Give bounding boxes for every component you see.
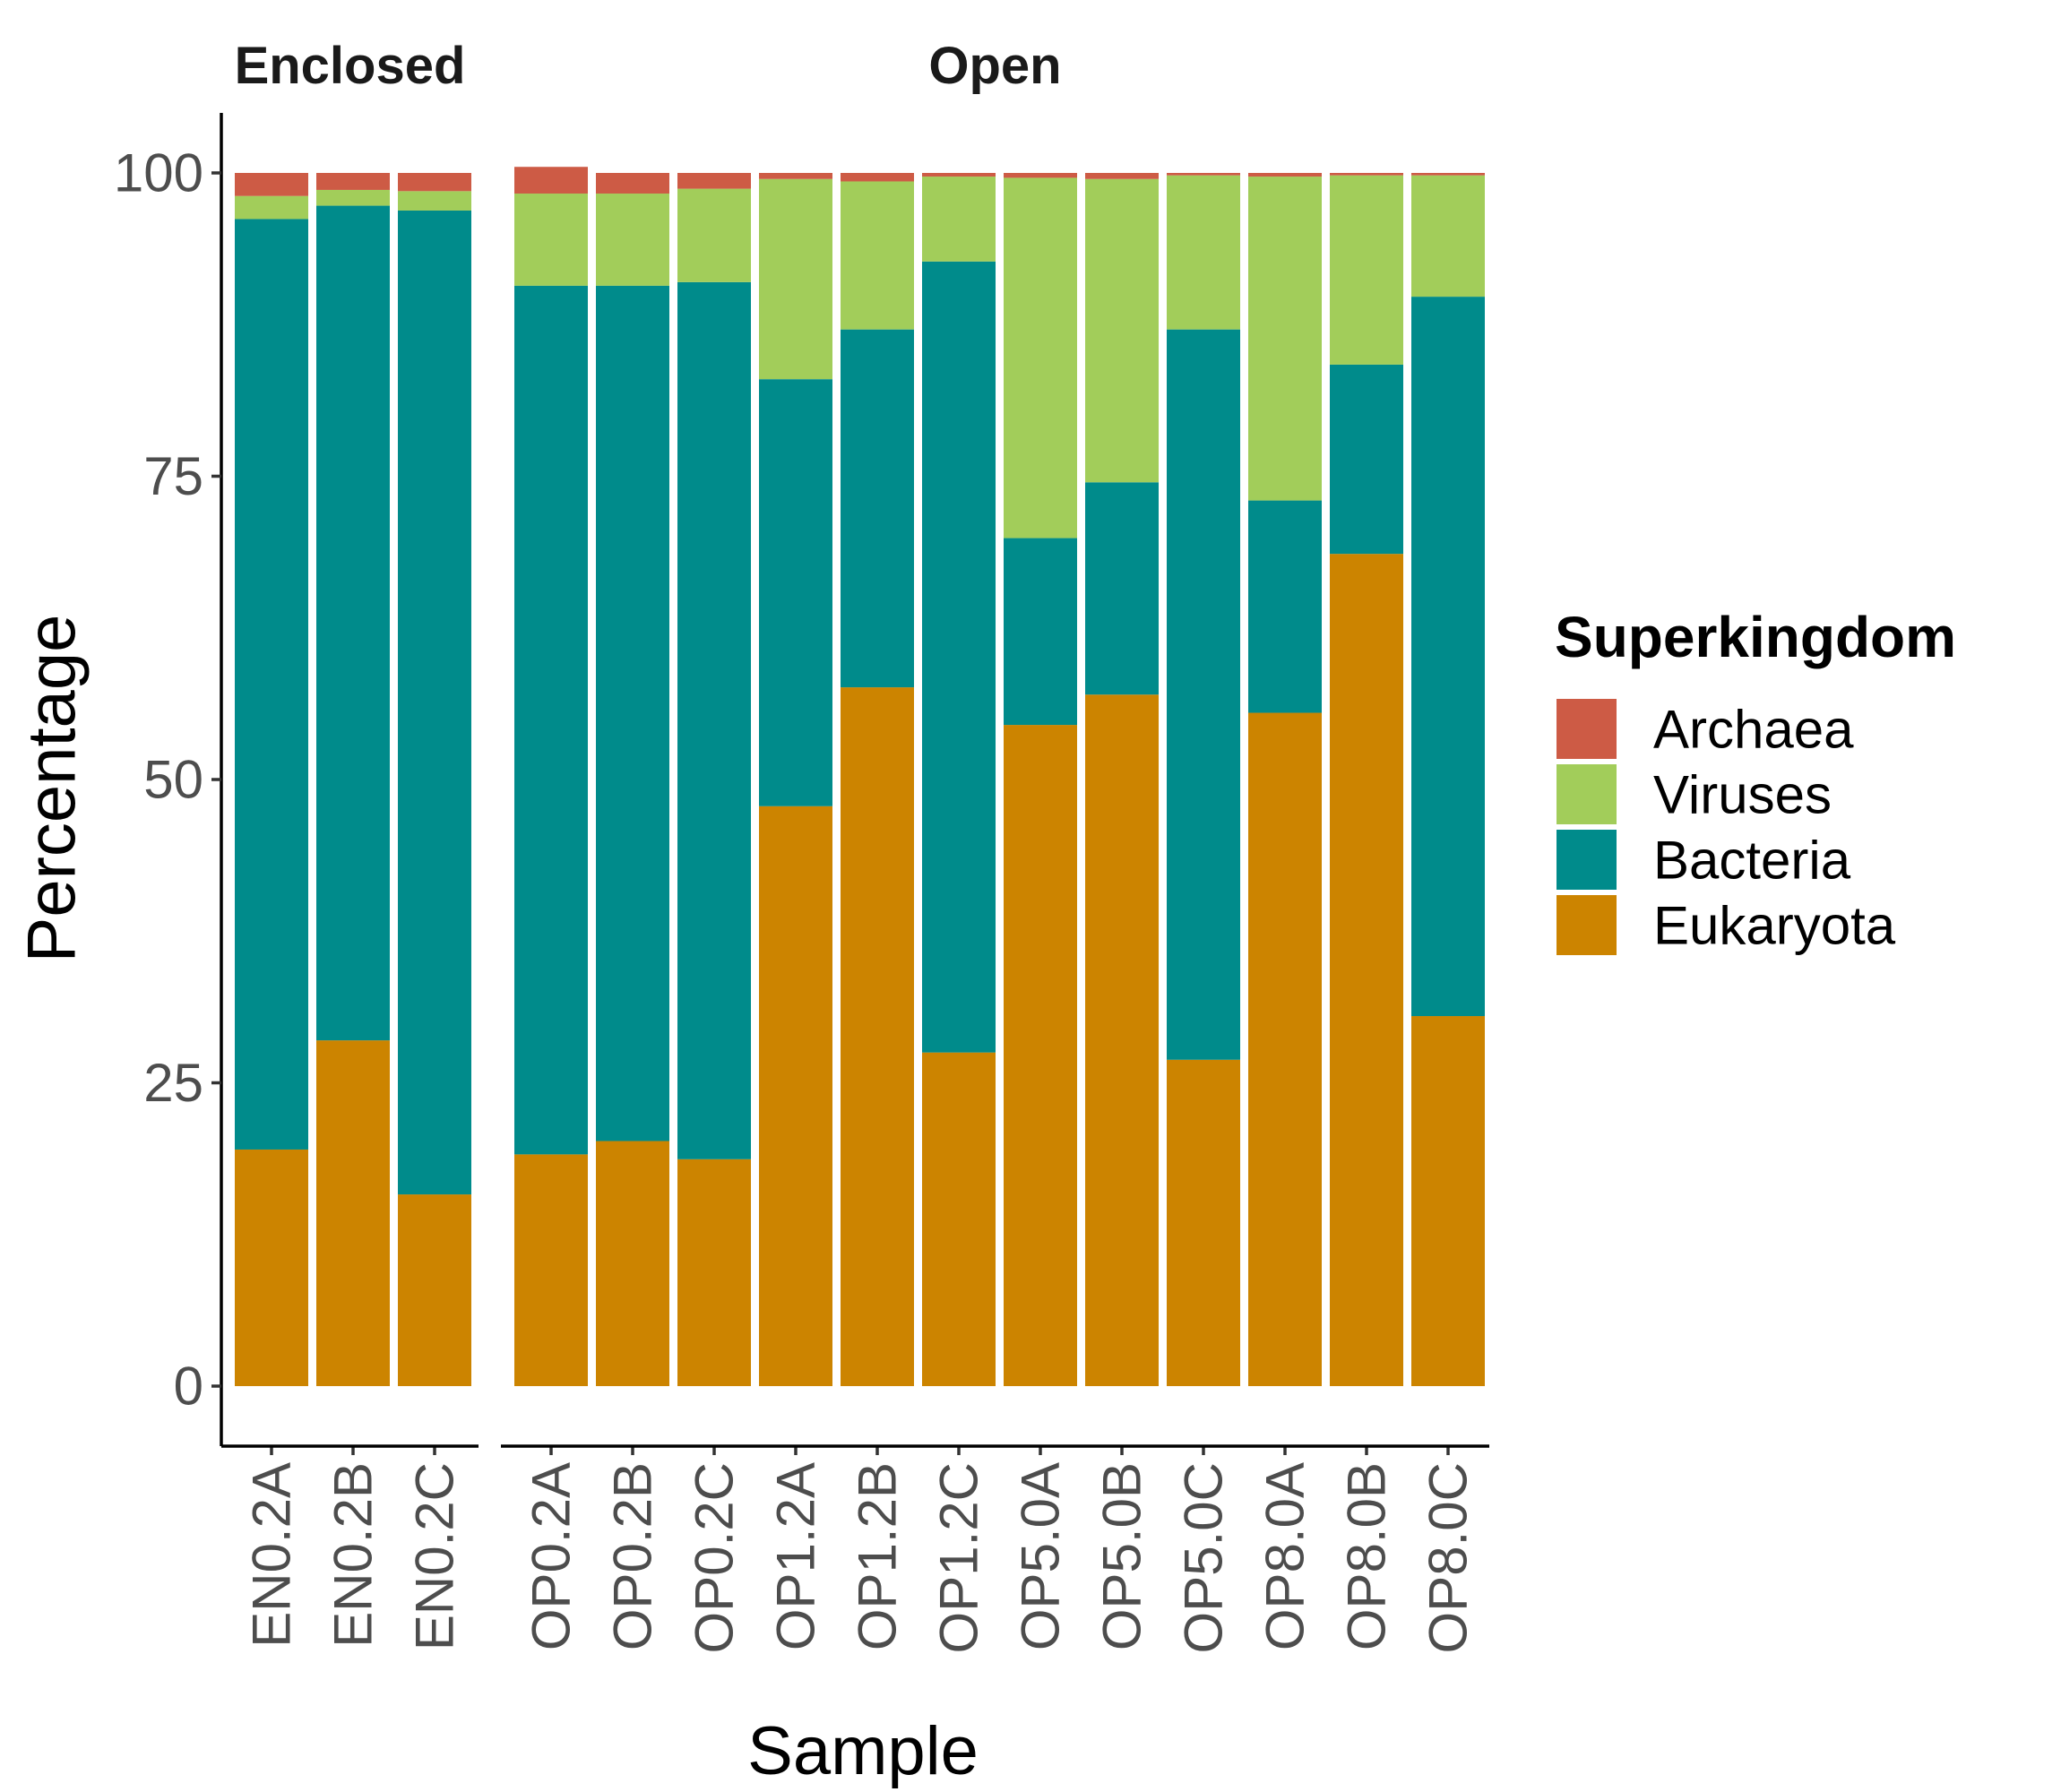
bar-segment-op8-0c-viruses <box>1411 175 1485 297</box>
bar-segment-op5-0a-bacteria <box>1004 538 1077 726</box>
y-tick-label: 0 <box>174 1357 203 1417</box>
bar-segment-op1-2a-archaea <box>759 173 832 179</box>
bar-segment-op0-2b-eukaryota <box>596 1141 669 1386</box>
bar-segment-op0-2a-archaea <box>514 167 588 194</box>
bar-segment-op8-0b-bacteria <box>1330 364 1403 555</box>
bar-segment-op1-2b-eukaryota <box>841 687 914 1386</box>
bar-segment-op5-0c-archaea <box>1167 173 1240 176</box>
bar-segment-op5-0a-archaea <box>1004 173 1077 178</box>
bar-segment-op8-0c-archaea <box>1411 173 1485 176</box>
bar-segment-op1-2c-bacteria <box>922 261 996 1053</box>
y-tick-label: 100 <box>114 143 203 203</box>
bar-segment-op0-2c-viruses <box>677 188 751 282</box>
bar-segment-op1-2a-bacteria <box>759 379 832 806</box>
bar-segment-op0-2a-bacteria <box>514 285 588 1155</box>
x-tick-label-op1-2c: OP1.2C <box>929 1462 989 1653</box>
legend-swatch-viruses <box>1557 764 1617 824</box>
legend-label-bacteria: Bacteria <box>1653 831 1851 891</box>
bar-segment-op0-2c-bacteria <box>677 281 751 1159</box>
bar-segment-op0-2c-archaea <box>677 173 751 189</box>
bar-segment-op5-0c-eukaryota <box>1167 1059 1240 1386</box>
bar-segment-op5-0c-viruses <box>1167 175 1240 330</box>
x-tick-label-op8-0c: OP8.0C <box>1419 1462 1479 1653</box>
bar-segment-op0-2a-viruses <box>514 194 588 286</box>
bar-segment-op1-2c-eukaryota <box>922 1052 996 1386</box>
x-tick-label-op0-2b: OP0.2B <box>603 1462 663 1650</box>
bar-segment-en0-2a-viruses <box>235 195 308 220</box>
panel-title-enclosed: Enclosed <box>235 37 466 95</box>
bar-segment-op1-2a-eukaryota <box>759 806 832 1386</box>
bar-segment-op0-2b-viruses <box>596 194 669 286</box>
y-axis-title: Percentage <box>14 615 91 963</box>
bar-segment-op5-0b-eukaryota <box>1085 694 1159 1386</box>
bar-segment-op5-0b-archaea <box>1085 173 1159 179</box>
legend-label-archaea: Archaea <box>1653 700 1854 760</box>
bar-segment-op8-0b-archaea <box>1330 173 1403 176</box>
legend: Superkingdom ArchaeaVirusesBacteriaEukary… <box>1555 605 1956 956</box>
bar-segment-op0-2b-bacteria <box>596 285 669 1142</box>
bar-segment-en0-2c-archaea <box>398 173 471 192</box>
x-tick-label-en0-2b: EN0.2B <box>323 1462 384 1648</box>
y-tick-label: 75 <box>143 446 203 506</box>
x-tick-label-op0-2c: OP0.2C <box>685 1462 745 1653</box>
bar-segment-op8-0a-archaea <box>1248 173 1322 177</box>
bar-segment-op8-0b-eukaryota <box>1330 554 1403 1386</box>
bar-segment-en0-2a-archaea <box>235 173 308 196</box>
legend-title: Superkingdom <box>1555 605 1956 669</box>
x-tick-label-op1-2a: OP1.2A <box>766 1462 826 1650</box>
bar-segment-op0-2c-eukaryota <box>677 1159 751 1386</box>
bar-segment-op8-0b-viruses <box>1330 175 1403 365</box>
bar-segment-op5-0b-bacteria <box>1085 482 1159 695</box>
bar-segment-en0-2c-bacteria <box>398 210 471 1195</box>
bar-segment-op0-2b-archaea <box>596 173 669 194</box>
y-tick-label: 50 <box>143 750 203 810</box>
bar-segment-op8-0c-eukaryota <box>1411 1016 1485 1386</box>
bar-segment-en0-2a-eukaryota <box>235 1149 308 1386</box>
bar-segment-op5-0a-viruses <box>1004 177 1077 538</box>
x-tick-label-op1-2b: OP1.2B <box>848 1462 908 1650</box>
bar-segment-op1-2b-viruses <box>841 181 914 330</box>
bar-segment-op8-0a-viruses <box>1248 177 1322 501</box>
bar-segment-en0-2a-bacteria <box>235 219 308 1150</box>
bar-segment-op1-2c-viruses <box>922 177 996 262</box>
x-tick-label-op5-0b: OP5.0B <box>1092 1462 1152 1650</box>
panel-title-open: Open <box>928 37 1061 95</box>
legend-swatch-eukaryota <box>1557 895 1617 955</box>
x-tick-label-op8-0b: OP8.0B <box>1337 1462 1397 1650</box>
bar-segment-en0-2b-viruses <box>316 189 390 206</box>
bar-segment-op0-2a-eukaryota <box>514 1154 588 1386</box>
bars-layer <box>235 167 1485 1386</box>
x-tick-label-op5-0a: OP5.0A <box>1011 1462 1071 1650</box>
bar-segment-en0-2c-viruses <box>398 191 471 211</box>
bar-segment-op8-0a-bacteria <box>1248 500 1322 713</box>
x-tick-label-en0-2c: EN0.2C <box>405 1462 465 1650</box>
x-tick-label-op5-0c: OP5.0C <box>1174 1462 1234 1653</box>
bar-segment-op5-0a-eukaryota <box>1004 725 1077 1386</box>
x-tick-label-op8-0a: OP8.0A <box>1255 1462 1315 1650</box>
x-axis-title: Sample <box>747 1713 979 1789</box>
y-tick-label: 25 <box>143 1053 203 1113</box>
legend-swatch-bacteria <box>1557 830 1617 890</box>
bar-segment-op5-0b-viruses <box>1085 178 1159 483</box>
bar-segment-op1-2a-viruses <box>759 178 832 380</box>
labels-layer: Enclosed EN0.2A EN0.2B EN0.2C Open OP0.2A OP0.… <box>14 37 1479 1789</box>
bar-segment-op8-0c-bacteria <box>1411 297 1485 1017</box>
bar-segment-op1-2b-archaea <box>841 173 914 182</box>
legend-swatch-archaea <box>1557 699 1617 759</box>
bar-segment-en0-2b-eukaryota <box>316 1040 390 1386</box>
legend-label-eukaryota: Eukaryota <box>1653 896 1896 956</box>
bar-segment-op5-0c-bacteria <box>1167 329 1240 1060</box>
bar-segment-en0-2b-archaea <box>316 173 390 190</box>
axes-layer <box>211 113 1489 1455</box>
x-tick-label-en0-2a: EN0.2A <box>242 1462 302 1648</box>
bar-segment-op8-0a-eukaryota <box>1248 712 1322 1386</box>
x-tick-label-op0-2a: OP0.2A <box>522 1462 582 1650</box>
bar-segment-en0-2c-eukaryota <box>398 1194 471 1386</box>
bar-segment-en0-2b-bacteria <box>316 205 390 1041</box>
legend-label-viruses: Viruses <box>1653 765 1832 825</box>
bar-segment-op1-2b-bacteria <box>841 329 914 688</box>
bar-segment-op1-2c-archaea <box>922 173 996 177</box>
